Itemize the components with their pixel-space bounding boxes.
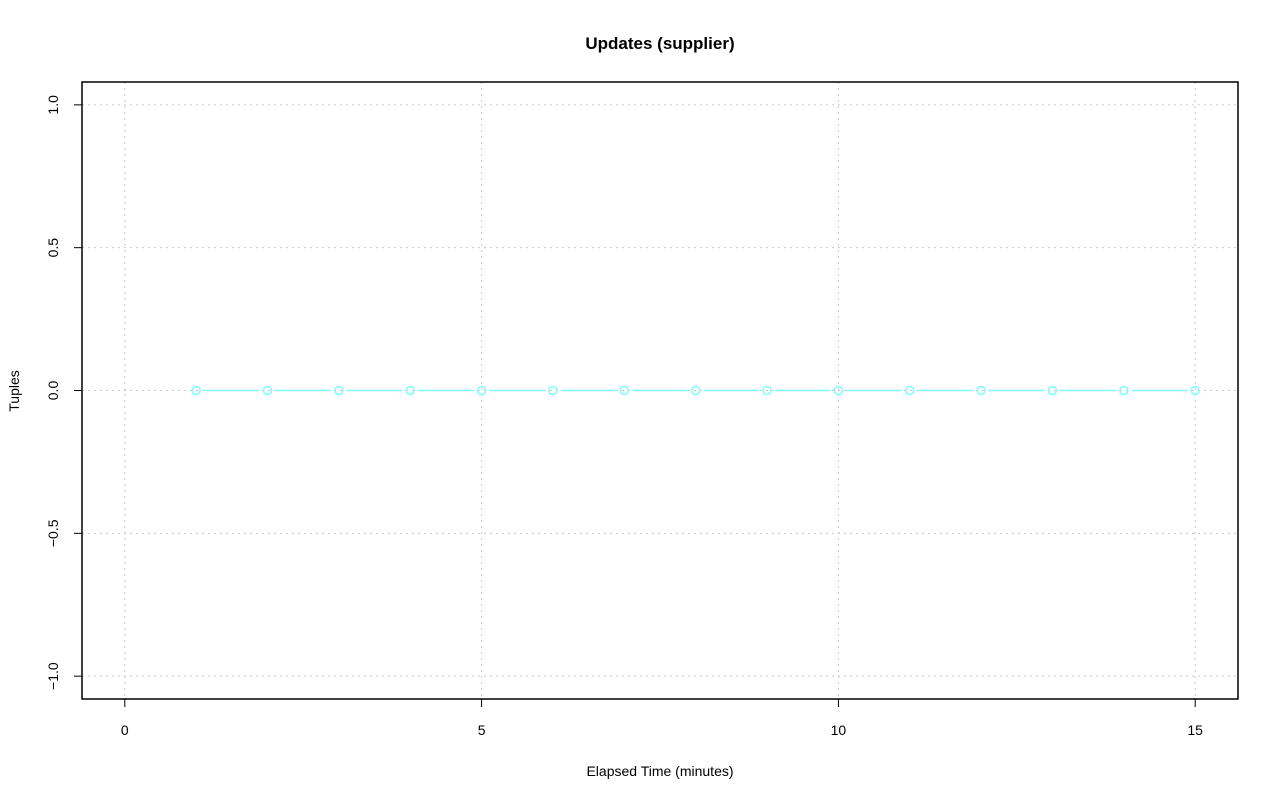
- y-tick-label: −0.5: [45, 519, 61, 547]
- series: [191, 385, 1200, 396]
- data-point: [976, 385, 986, 396]
- data-point: [1047, 385, 1058, 396]
- data-point: [191, 385, 201, 396]
- data-point: [1190, 385, 1200, 396]
- data-point: [690, 385, 701, 396]
- data-point: [904, 385, 915, 396]
- data-point: [334, 385, 344, 396]
- data-point: [548, 385, 558, 396]
- x-tick-label: 5: [478, 722, 486, 738]
- y-tick-label: 1.0: [45, 95, 61, 115]
- y-tick-label: 0.0: [45, 381, 61, 401]
- y-tick-label: 0.5: [45, 238, 61, 258]
- chart-title: Updates (supplier): [585, 34, 734, 53]
- x-axis: 0 5 10 15: [121, 699, 1203, 738]
- x-axis-label: Elapsed Time (minutes): [586, 763, 733, 779]
- data-point: [262, 385, 273, 396]
- x-tick-label: 0: [121, 722, 129, 738]
- data-point: [762, 385, 772, 396]
- data-point: [619, 385, 630, 396]
- data-point: [833, 385, 844, 396]
- y-tick-label: −1.0: [45, 662, 61, 690]
- x-tick-label: 15: [1187, 722, 1203, 738]
- data-point: [1119, 385, 1129, 396]
- y-axis-label: Tuples: [6, 370, 22, 412]
- y-axis: −1.0 −0.5 0.0 0.5 1.0: [45, 95, 82, 690]
- x-tick-label: 10: [831, 722, 847, 738]
- data-point: [405, 385, 416, 396]
- data-point: [476, 385, 487, 396]
